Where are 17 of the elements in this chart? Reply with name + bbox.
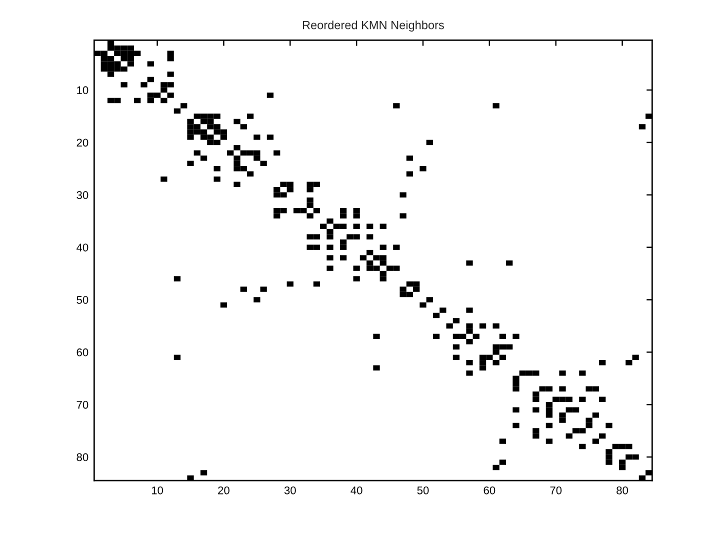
y-tick-label: 20 [76, 138, 88, 147]
y-tick-label: 40 [76, 244, 88, 252]
y-tick-label: 60 [76, 348, 88, 356]
y-tick-label: 80 [76, 453, 88, 462]
y-tick-label: 30 [76, 191, 88, 200]
y-tick-label: 10 [77, 86, 88, 94]
x-tick-label: 70 [550, 486, 562, 494]
x-tick-label: 10 [152, 486, 164, 494]
x-tick-label: 60 [484, 486, 496, 494]
x-tick-label: 40 [350, 486, 362, 494]
x-tick-label: 50 [417, 486, 429, 494]
x-tick-label: 30 [284, 486, 296, 494]
y-tick-label: 70 [76, 400, 88, 409]
x-tick-label: 80 [616, 486, 628, 494]
y-tick-label: 50 [76, 296, 88, 304]
x-tick-label: 20 [218, 486, 230, 494]
chart-title: Reordered KMN Neighbors [302, 20, 444, 32]
